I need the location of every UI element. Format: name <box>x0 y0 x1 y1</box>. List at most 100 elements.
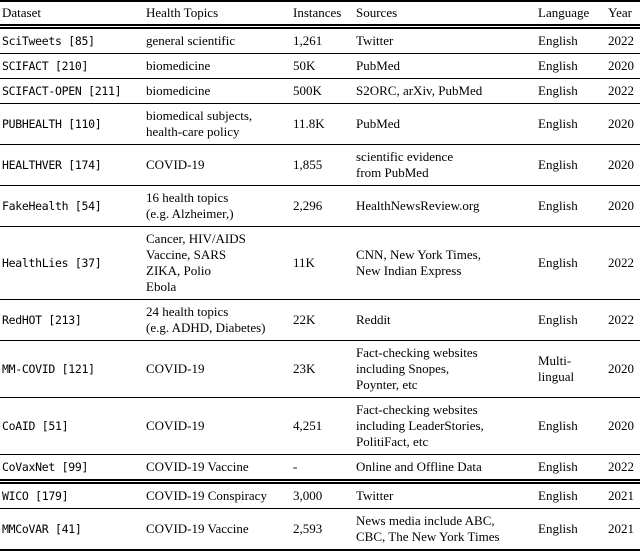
instances-cell: - <box>293 459 298 474</box>
dataset-name-cell: SCIFACT-OPEN [211] <box>2 84 122 98</box>
table-row: CoVaxNet [99] COVID-19 Vaccine - Online … <box>0 454 640 482</box>
table-row: SciTweets [85] general scientific 1,261 … <box>0 27 640 54</box>
year-cell: 2020 <box>608 418 634 433</box>
year-cell: 2020 <box>608 116 634 131</box>
dataset-name-cell: RedHOT [213] <box>2 313 82 327</box>
instances-cell: 2,296 <box>293 198 323 213</box>
health-topics-cell: 24 health topics (e.g. ADHD, Diabetes) <box>146 304 266 335</box>
language-cell: English <box>538 488 578 503</box>
year-cell: 2022 <box>608 83 634 98</box>
health-topics-cell: COVID-19 Vaccine <box>146 521 249 536</box>
sources-cell: Online and Offline Data <box>356 459 482 474</box>
instances-cell: 1,261 <box>293 33 323 48</box>
table-row: SCIFACT-OPEN [211] biomedicine 500K S2OR… <box>0 78 640 104</box>
health-topics-cell: biomedical subjects, health-care policy <box>146 108 253 139</box>
language-cell: English <box>538 116 578 131</box>
dataset-name-cell: HealthLies [37] <box>2 256 102 270</box>
header-row: Dataset Health Topics Instances Sources … <box>0 1 640 29</box>
year-cell: 2020 <box>608 58 634 73</box>
year-cell: 2020 <box>608 361 634 376</box>
table-row: WICO [179] COVID-19 Conspiracy 3,000 Twi… <box>0 481 640 509</box>
language-cell: Multi- lingual <box>538 353 575 384</box>
instances-cell: 11.8K <box>293 116 325 131</box>
sources-cell: PubMed <box>356 116 401 131</box>
language-cell: English <box>538 198 578 213</box>
table-row: HEALTHVER [174] COVID-19 1,855 scientifi… <box>0 144 640 186</box>
dataset-name-cell: PUBHEALTH [110] <box>2 117 102 131</box>
table-row: HealthLies [37] Cancer, HIV/AIDS Vaccine… <box>0 226 640 300</box>
sources-cell: Reddit <box>356 312 391 327</box>
column-header-health-topics: Health Topics <box>146 1 293 29</box>
language-cell: English <box>538 312 578 327</box>
table-row: PUBHEALTH [110] biomedical subjects, hea… <box>0 103 640 145</box>
language-cell: English <box>538 58 578 73</box>
table-row: SCIFACT [210] biomedicine 50K PubMed Eng… <box>0 53 640 79</box>
language-cell: English <box>538 83 578 98</box>
year-cell: 2020 <box>608 157 634 172</box>
instances-cell: 11K <box>293 255 315 270</box>
instances-cell: 23K <box>293 361 316 376</box>
year-cell: 2022 <box>608 255 634 270</box>
instances-cell: 22K <box>293 312 316 327</box>
dataset-name-cell: WICO [179] <box>2 489 69 503</box>
sources-cell: Twitter <box>356 488 394 503</box>
sources-cell: Fact-checking websites including Snopes,… <box>356 345 478 392</box>
dataset-name-cell: FakeHealth [54] <box>2 199 102 213</box>
instances-cell: 50K <box>293 58 316 73</box>
year-cell: 2021 <box>608 488 634 503</box>
language-cell: English <box>538 157 578 172</box>
instances-cell: 2,593 <box>293 521 323 536</box>
health-topics-cell: COVID-19 Vaccine <box>146 459 249 474</box>
column-header-instances: Instances <box>293 1 356 29</box>
sources-cell: News media include ABC, CBC, The New Yor… <box>356 513 500 544</box>
dataset-name-cell: SCIFACT [210] <box>2 59 89 73</box>
dataset-name-cell: MMCoVAR [41] <box>2 522 82 536</box>
table-row: CoAID [51] COVID-19 4,251 Fact-checking … <box>0 397 640 455</box>
language-cell: English <box>538 33 578 48</box>
health-topics-cell: 16 health topics (e.g. Alzheimer,) <box>146 190 234 221</box>
sources-cell: CNN, New York Times, New Indian Express <box>356 247 481 278</box>
table-row: RedHOT [213] 24 health topics (e.g. ADHD… <box>0 299 640 341</box>
sources-cell: HealthNewsReview.org <box>356 198 480 213</box>
dataset-name-cell: SciTweets [85] <box>2 34 95 48</box>
column-header-language: Language <box>538 1 608 29</box>
health-topics-cell: COVID-19 <box>146 157 205 172</box>
health-topics-cell: COVID-19 Conspiracy <box>146 488 267 503</box>
year-cell: 2022 <box>608 312 634 327</box>
year-cell: 2022 <box>608 33 634 48</box>
health-topics-cell: biomedicine <box>146 83 211 98</box>
table-body: SciTweets [85] general scientific 1,261 … <box>0 27 640 551</box>
sources-cell: Twitter <box>356 33 394 48</box>
instances-cell: 1,855 <box>293 157 323 172</box>
language-cell: English <box>538 459 578 474</box>
sources-cell: PubMed <box>356 58 401 73</box>
dataset-name-cell: MM-COVID [121] <box>2 362 95 376</box>
column-header-year: Year <box>608 1 640 29</box>
sources-cell: S2ORC, arXiv, PubMed <box>356 83 483 98</box>
health-topics-cell: Cancer, HIV/AIDS Vaccine, SARS ZIKA, Pol… <box>146 231 246 294</box>
instances-cell: 500K <box>293 83 322 98</box>
dataset-name-cell: HEALTHVER [174] <box>2 158 102 172</box>
sources-cell: Fact-checking websites including LeaderS… <box>356 402 484 449</box>
health-topics-cell: COVID-19 <box>146 418 205 433</box>
sources-cell: scientific evidence from PubMed <box>356 149 454 180</box>
table-row: FakeHealth [54] 16 health topics (e.g. A… <box>0 185 640 227</box>
dataset-name-cell: CoAID [51] <box>2 419 69 433</box>
health-topics-cell: biomedicine <box>146 58 211 73</box>
year-cell: 2020 <box>608 198 634 213</box>
language-cell: English <box>538 255 578 270</box>
column-header-sources: Sources <box>356 1 538 29</box>
table-row: MM-COVID [121] COVID-19 23K Fact-checkin… <box>0 340 640 398</box>
health-topics-cell: general scientific <box>146 33 236 48</box>
year-cell: 2021 <box>608 521 634 536</box>
column-header-dataset: Dataset <box>0 1 146 29</box>
year-cell: 2022 <box>608 459 634 474</box>
health-topics-cell: COVID-19 <box>146 361 205 376</box>
instances-cell: 4,251 <box>293 418 323 433</box>
dataset-name-cell: CoVaxNet [99] <box>2 460 89 474</box>
language-cell: English <box>538 418 578 433</box>
table-row: MMCoVAR [41] COVID-19 Vaccine 2,593 News… <box>0 508 640 551</box>
instances-cell: 3,000 <box>293 488 323 503</box>
language-cell: English <box>538 521 578 536</box>
